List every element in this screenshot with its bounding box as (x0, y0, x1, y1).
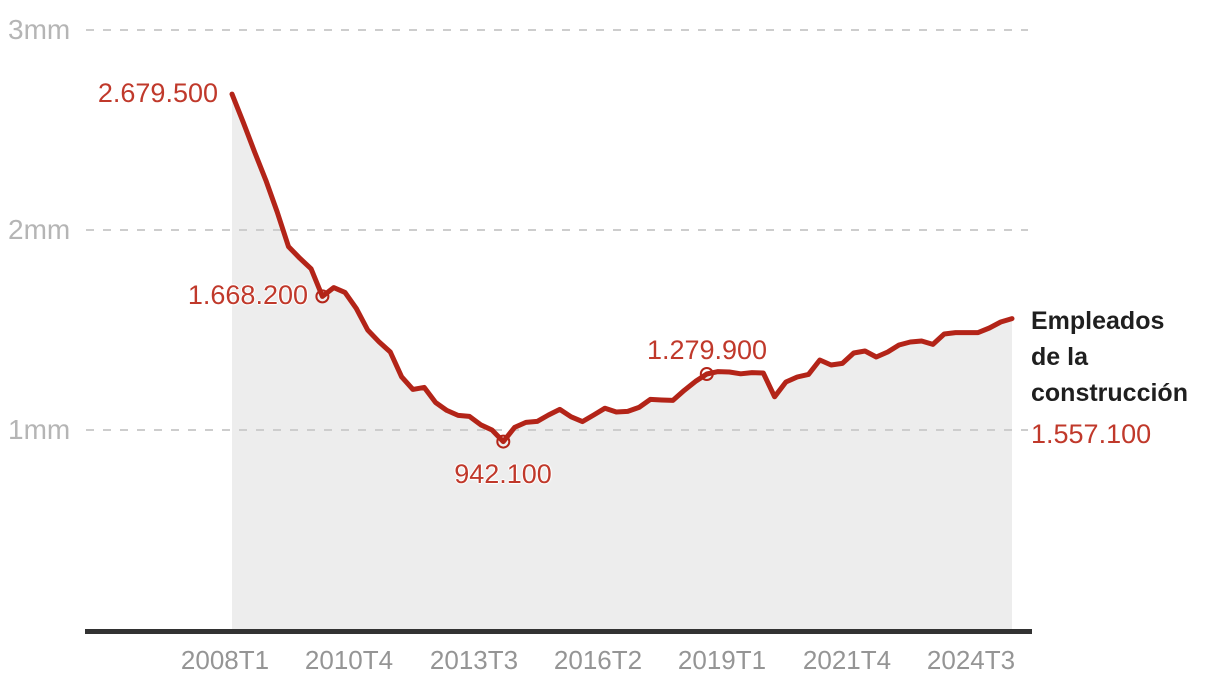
x-axis-line (85, 629, 1032, 634)
series-line (229, 91, 1015, 445)
data-point-label: 942.100 (454, 459, 552, 489)
series-name-label: Empleados de la construcción (1031, 303, 1188, 411)
y-axis-tick-label: 1mm (8, 414, 71, 445)
series-name-line-3: construcción (1031, 379, 1188, 407)
area-fill (232, 94, 1012, 630)
x-axis-tick-label: 2016T2 (553, 645, 643, 675)
x-axis-tick-label: 2013T3 (429, 645, 519, 675)
data-point-label: 1.279.900 (646, 335, 768, 365)
x-axis-tick-label: 2024T3 (926, 645, 1016, 675)
x-axis-tick-label: 2008T1 (180, 645, 270, 675)
latest-value-label: 1.557.100 (1031, 419, 1152, 449)
y-axis-tick-label: 2mm (8, 214, 71, 245)
x-axis-tick-label: 2010T4 (304, 645, 394, 675)
series-name-line-1: Empleados (1031, 307, 1165, 335)
data-point-marker (496, 434, 511, 449)
series-name-line-2: de la (1031, 343, 1088, 371)
x-axis-tick-label: 2021T4 (802, 645, 892, 675)
data-point-label: 2.679.500 (97, 78, 218, 108)
x-axis-tick-label: 2019T1 (677, 645, 767, 675)
y-axis-tick-label: 3mm (8, 14, 71, 45)
data-point-label: 1.668.200 (187, 280, 308, 310)
